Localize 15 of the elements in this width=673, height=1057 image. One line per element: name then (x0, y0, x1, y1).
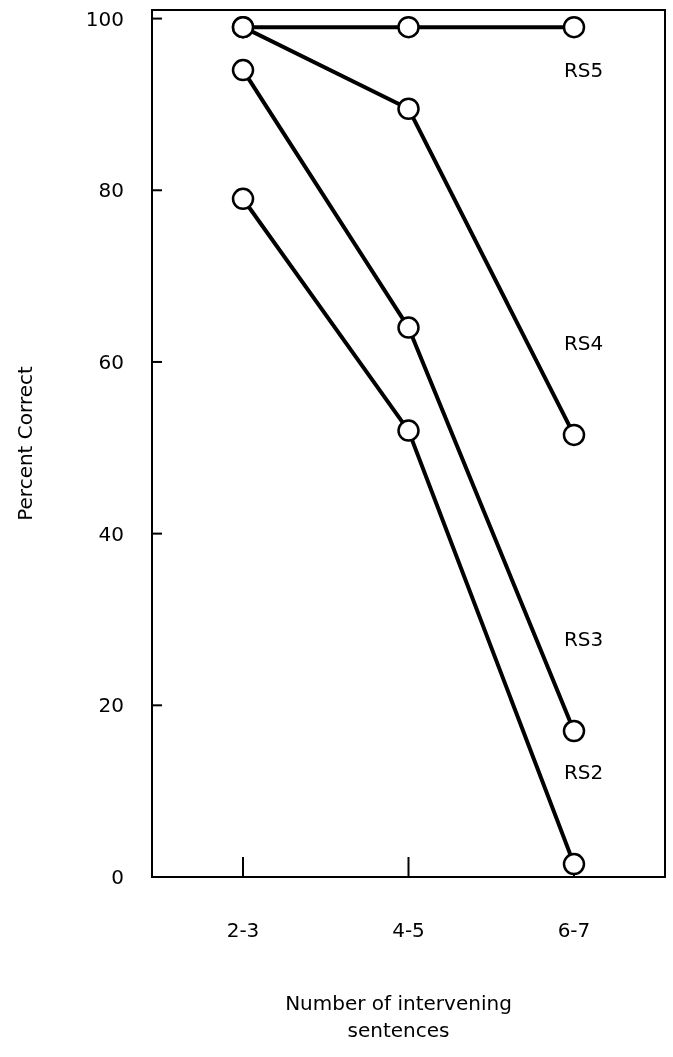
y-tick-label: 60 (98, 349, 124, 374)
series-label: RS4 (563, 330, 604, 355)
series-label: RS5 (563, 58, 604, 83)
y-tick-label: 80 (98, 178, 124, 203)
y-tick-label: 100 (85, 6, 124, 31)
x-tick-label: 2-3 (226, 918, 260, 942)
y-tick-label: 20 (98, 693, 124, 718)
y-tick-label: 40 (98, 521, 124, 546)
series-label: RS3 (563, 627, 604, 652)
x-tick-label: 4-5 (392, 918, 425, 942)
y-axis-title: Percent Correct (13, 366, 37, 521)
x-axis-title: Number of intervening sentences (285, 991, 512, 1042)
y-tick-label: 0 (111, 865, 124, 889)
series-label: RS2 (563, 760, 604, 785)
x-tick-label: 6-7 (557, 918, 591, 942)
